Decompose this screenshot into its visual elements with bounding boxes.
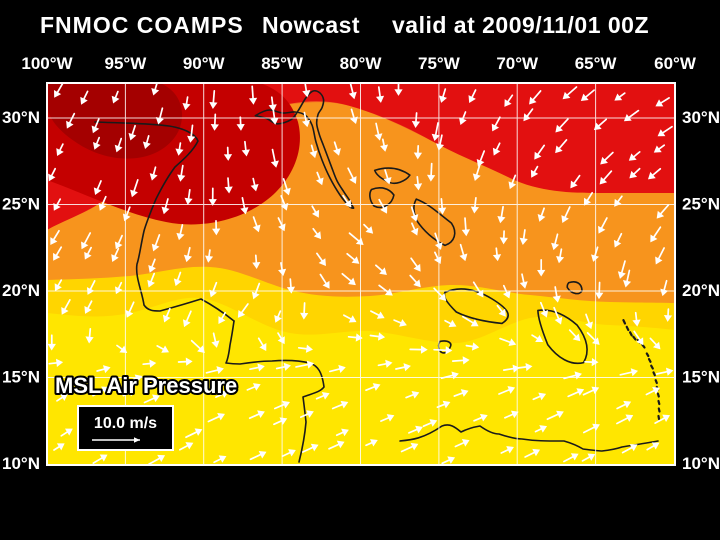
svg-text:60°W: 60°W [654,54,697,73]
svg-text:15°N: 15°N [682,368,720,387]
svg-text:10°N: 10°N [682,454,720,473]
svg-text:Nowcast: Nowcast [262,12,360,38]
svg-text:10.0 m/s: 10.0 m/s [94,415,157,432]
svg-text:70°W: 70°W [496,54,539,73]
svg-text:valid at 2009/11/01 00Z: valid at 2009/11/01 00Z [392,12,649,38]
svg-text:65°W: 65°W [575,54,618,73]
svg-text:30°N: 30°N [2,108,40,127]
svg-text:85°W: 85°W [261,54,304,73]
svg-text:FNMOC COAMPS: FNMOC COAMPS [40,12,244,38]
svg-text:20°N: 20°N [682,281,720,300]
svg-text:10°N: 10°N [2,454,40,473]
svg-text:25°N: 25°N [682,195,720,214]
svg-text:30°N: 30°N [682,108,720,127]
svg-text:75°W: 75°W [418,54,461,73]
svg-text:25°N: 25°N [2,195,40,214]
svg-text:MSL Air Pressure: MSL Air Pressure [55,373,237,398]
svg-text:80°W: 80°W [340,54,383,73]
svg-text:100°W: 100°W [21,54,73,73]
svg-text:90°W: 90°W [183,54,226,73]
svg-text:95°W: 95°W [105,54,148,73]
svg-text:20°N: 20°N [2,281,40,300]
svg-text:15°N: 15°N [2,368,40,387]
